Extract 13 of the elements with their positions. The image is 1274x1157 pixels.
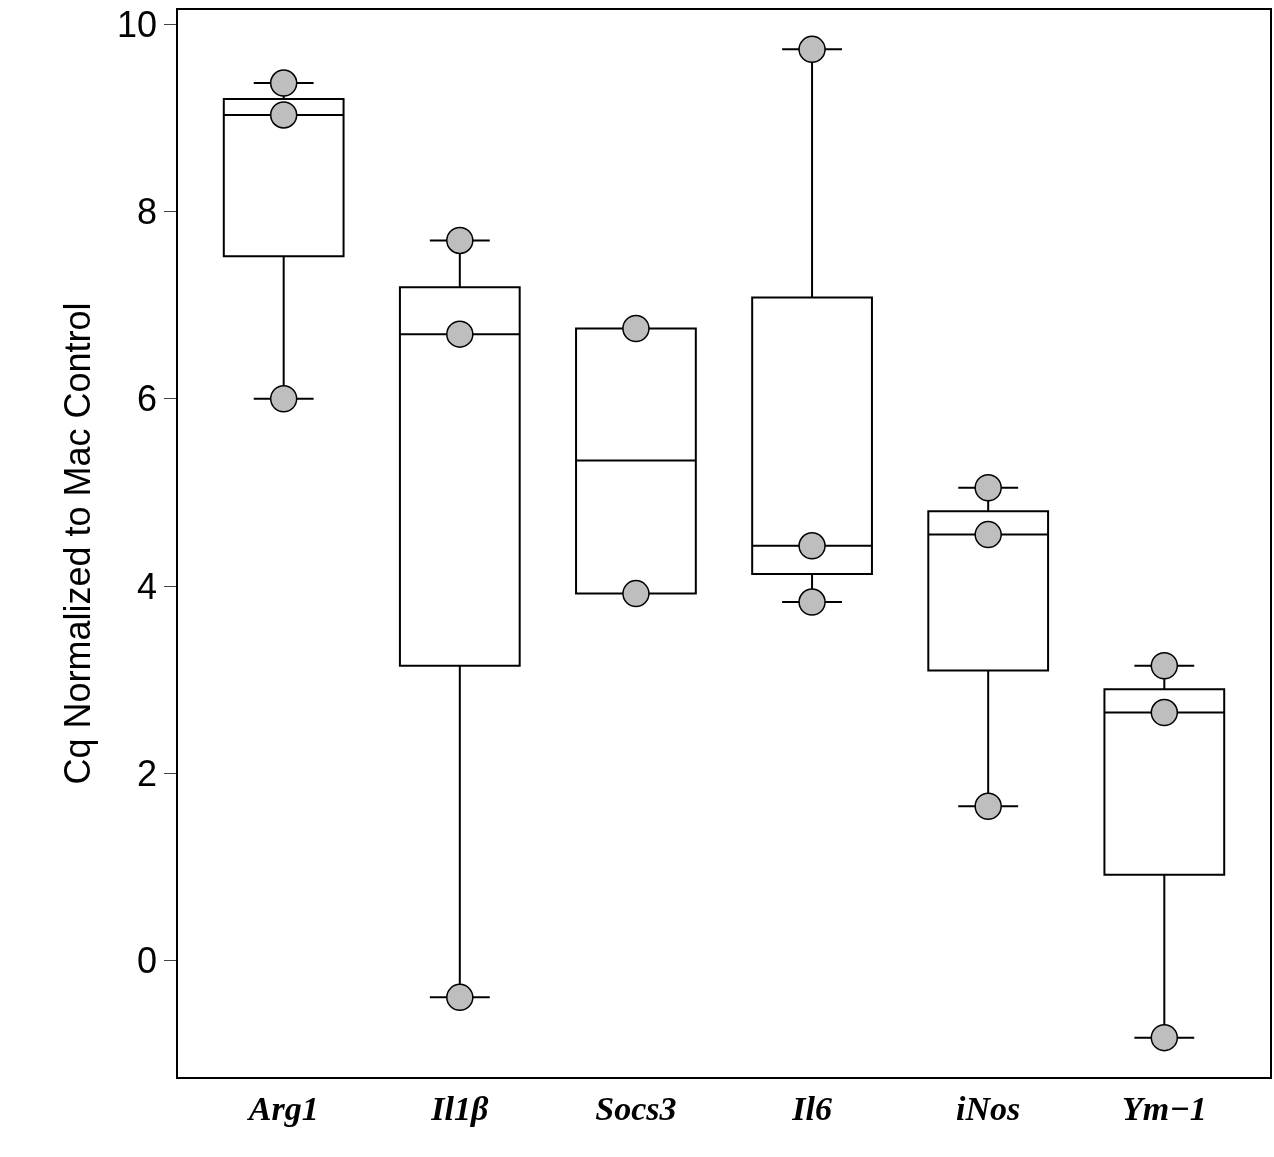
- y-tick-label: 8: [137, 191, 158, 233]
- y-tick-label: 6: [137, 378, 158, 420]
- y-tick-label: 2: [137, 753, 158, 795]
- x-tick-label: iNos: [956, 1089, 1021, 1127]
- y-tick-label: 4: [137, 565, 158, 607]
- x-tick-label: Il1β: [430, 1089, 489, 1127]
- y-tick-label: 0: [137, 940, 158, 982]
- x-tick-label: Ym−1: [1121, 1089, 1207, 1127]
- y-tick-label: 10: [117, 3, 158, 45]
- x-tick-label: Il6: [791, 1089, 832, 1127]
- x-tick-label: Arg1: [246, 1089, 319, 1127]
- x-tick-label: Socs3: [595, 1089, 677, 1127]
- y-axis-title: Cq Normalized to Mac Control: [57, 302, 99, 785]
